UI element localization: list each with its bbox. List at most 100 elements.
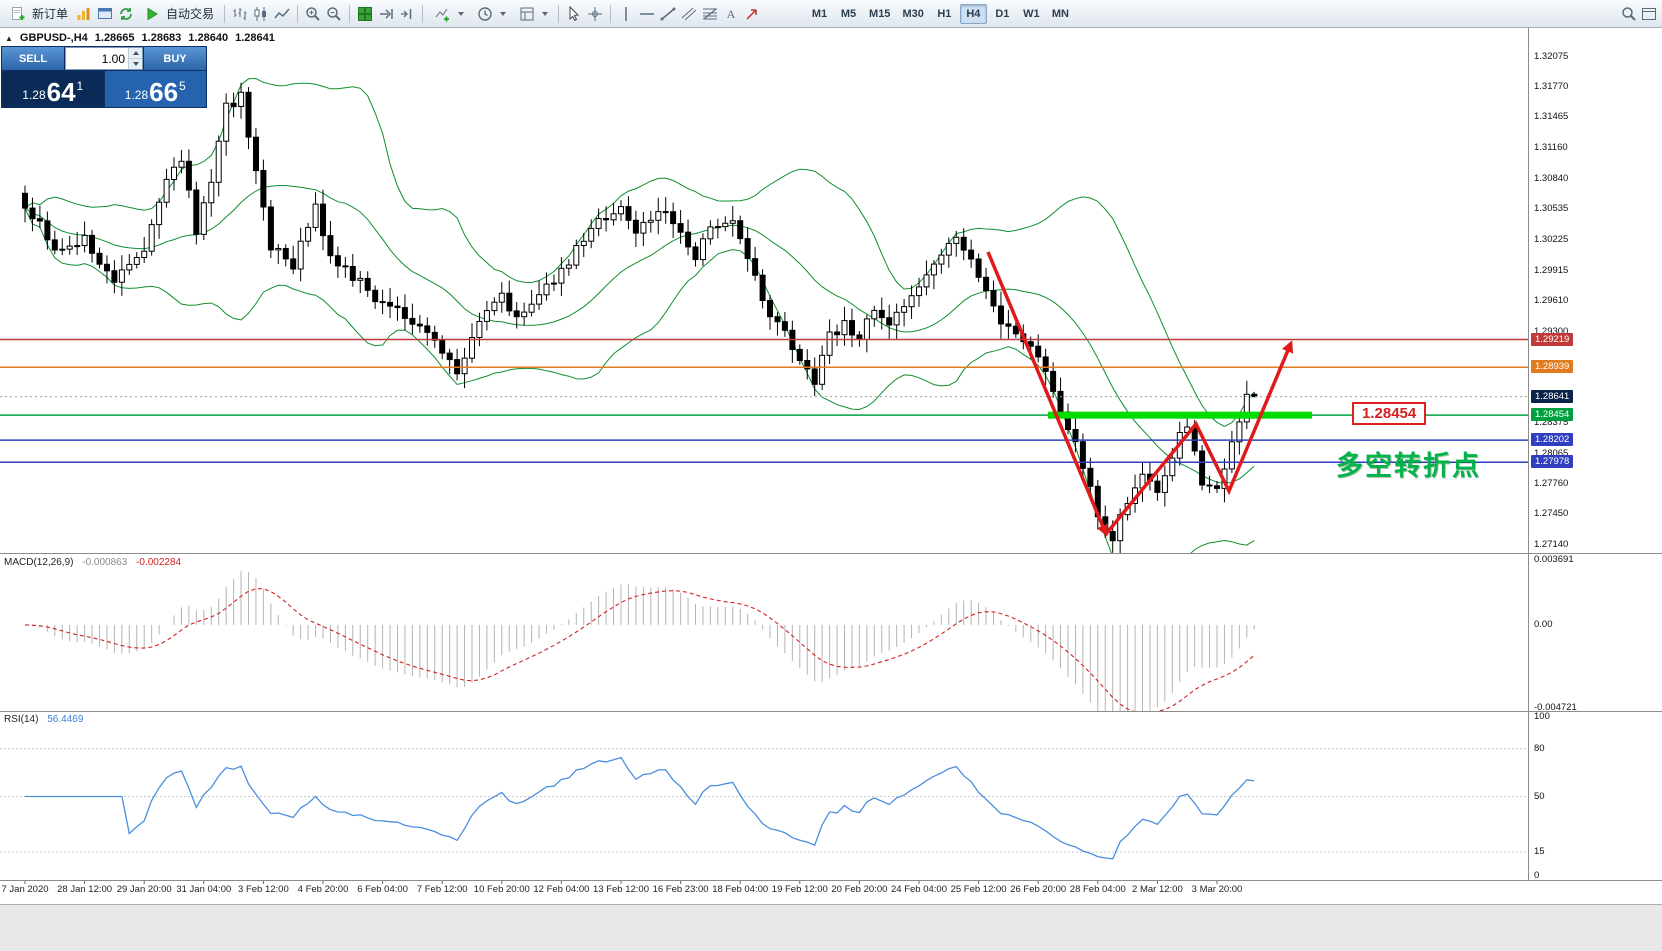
trendline-icon[interactable] <box>658 3 678 25</box>
time-label: 6 Feb 04:00 <box>357 884 408 895</box>
toolbar-separator <box>349 4 351 23</box>
indicators-button[interactable] <box>428 3 469 25</box>
window-layout-icon[interactable] <box>1639 3 1659 25</box>
axis-tick-label: 1.32075 <box>1534 51 1569 63</box>
time-label: 4 Feb 20:00 <box>297 884 349 895</box>
axis-tick-label: 1.31160 <box>1534 141 1568 153</box>
horizontal-line-icon[interactable] <box>637 3 657 25</box>
dropdown-caret-icon <box>500 11 507 16</box>
macd-signal-value: -0.002284 <box>136 557 182 568</box>
macd-indicator-label: MACD(12,26,9) -0.000863 -0.002284 <box>4 557 181 568</box>
axis-tick-label: 1.29915 <box>1534 264 1569 276</box>
price-tag-label: 1.28939 <box>1531 360 1574 374</box>
timeframe-mn-button[interactable]: MN <box>1051 7 1069 20</box>
toolbar-separator <box>610 4 612 23</box>
new-order-button[interactable]: 新订单 <box>3 3 73 25</box>
time-label: 3 Mar 20:00 <box>1191 884 1243 895</box>
timeframe-m5-button[interactable]: M5 <box>840 7 857 20</box>
timeframe-h4-button[interactable]: H4 <box>959 3 987 24</box>
sell-price-display[interactable]: 1.28 64 1 <box>2 71 104 107</box>
time-label: 16 Feb 23:00 <box>652 884 709 895</box>
pivot-annotation-text[interactable]: 多空转折点 <box>1336 451 1481 481</box>
price-axis-separator <box>1528 28 1529 880</box>
channel-icon[interactable] <box>679 3 699 25</box>
new-order-label: 新订单 <box>32 7 69 21</box>
toolbar-separator <box>422 4 424 23</box>
time-label: 2 Mar 12:00 <box>1132 884 1183 895</box>
timeframe-m15-button[interactable]: M15 <box>869 7 891 20</box>
time-label: 24 Feb 04:00 <box>891 884 947 895</box>
auto-trading-play-icon <box>142 3 162 25</box>
vertical-line-icon[interactable] <box>616 3 636 25</box>
dropdown-caret-icon <box>458 11 465 16</box>
price-tag-label: 1.28202 <box>1531 433 1574 447</box>
new-chart-icon[interactable] <box>74 3 94 25</box>
panel-separator[interactable] <box>0 880 1662 881</box>
buy-price-big: 66 <box>149 76 179 107</box>
sell-price-sup: 1 <box>76 79 84 93</box>
panel-separator[interactable] <box>0 711 1662 712</box>
axis-tick-label: 1.30225 <box>1534 234 1569 246</box>
time-label: 18 Feb 04:00 <box>712 884 769 895</box>
volume-input[interactable]: 1.00 <box>65 47 143 70</box>
time-label: 7 Feb 12:00 <box>416 884 468 895</box>
axis-tick-label: 1.27760 <box>1534 477 1569 489</box>
volume-value: 1.00 <box>101 52 125 66</box>
toolbar-separator <box>558 4 560 23</box>
zoom-in-icon[interactable] <box>303 3 323 25</box>
time-label: 20 Feb 20:00 <box>831 884 888 895</box>
arrows-tool-icon[interactable] <box>742 3 762 25</box>
auto-scroll-icon[interactable] <box>376 3 396 25</box>
periods-clock-icon <box>475 3 495 25</box>
volume-decrease-button[interactable] <box>129 59 142 69</box>
time-label: 19 Feb 12:00 <box>771 884 828 895</box>
chart-line-icon[interactable] <box>272 3 292 25</box>
volume-increase-button[interactable] <box>129 48 142 59</box>
tile-windows-icon[interactable] <box>355 3 375 25</box>
chart-candles-icon[interactable] <box>251 3 271 25</box>
chart-bars-icon[interactable] <box>230 3 250 25</box>
panel-separator[interactable] <box>0 553 1662 554</box>
crosshair-icon[interactable] <box>585 3 605 25</box>
refresh-icon[interactable] <box>116 3 136 25</box>
profiles-icon[interactable] <box>95 3 115 25</box>
support-price-label[interactable]: 1.28454 <box>1352 402 1427 425</box>
buy-button[interactable]: BUY <box>144 47 206 70</box>
time-label: 7 Jan 2020 <box>1 884 49 895</box>
sell-button[interactable]: SELL <box>2 47 64 70</box>
axis-tick-label: 0.00 <box>1534 618 1553 630</box>
auto-trading-label: 自动交易 <box>166 7 215 21</box>
one-click-collapse-icon[interactable]: ▲ <box>5 33 13 43</box>
time-axis[interactable]: 7 Jan 2020 28 Jan 12:00 29 Jan 20:00 31 Jan… <box>0 882 1662 902</box>
dropdown-caret-icon <box>542 11 549 16</box>
auto-trading-button[interactable]: 自动交易 <box>137 3 219 25</box>
axis-tick-label: 1.27450 <box>1534 508 1569 520</box>
buy-price-display[interactable]: 1.28 66 5 <box>104 71 206 107</box>
timeframe-m30-button[interactable]: M30 <box>902 7 924 20</box>
time-label: 26 Feb 20:00 <box>1010 884 1067 895</box>
axis-tick-label: 1.30840 <box>1534 173 1569 185</box>
time-label: 29 Jan 20:00 <box>116 884 172 895</box>
zoom-out-icon[interactable] <box>324 3 344 25</box>
time-label: 28 Jan 12:00 <box>57 884 113 895</box>
time-label: 28 Feb 04:00 <box>1069 884 1126 895</box>
cursor-icon[interactable] <box>564 3 584 25</box>
symbol-period-label: GBPUSD-,H4 <box>19 32 88 44</box>
axis-tick-label: 80 <box>1534 742 1545 754</box>
one-click-trading-panel: SELL 1.00 BUY 1.28 64 1 1.28 66 5 <box>1 46 207 108</box>
text-tool-icon[interactable]: A <box>721 3 741 25</box>
price-tag-label: 1.29219 <box>1531 332 1574 346</box>
templates-button[interactable] <box>512 3 553 25</box>
search-icon[interactable] <box>1619 3 1639 25</box>
timeframe-d1-button[interactable]: D1 <box>995 7 1010 20</box>
fibonacci-icon[interactable] <box>700 3 720 25</box>
price-axis[interactable]: 1.32075 1.31770 1.31465 1.31160 1.30840 1.305… <box>1529 0 1662 902</box>
timeframe-w1-button[interactable]: W1 <box>1023 7 1040 20</box>
time-label: 12 Feb 04:00 <box>533 884 590 895</box>
price-tag-label: 1.27978 <box>1531 455 1574 469</box>
chart-shift-icon[interactable] <box>397 3 417 25</box>
timeframe-h1-button[interactable]: H1 <box>937 7 952 20</box>
periods-button[interactable] <box>470 3 511 25</box>
timeframe-m1-button[interactable]: M1 <box>811 7 828 20</box>
